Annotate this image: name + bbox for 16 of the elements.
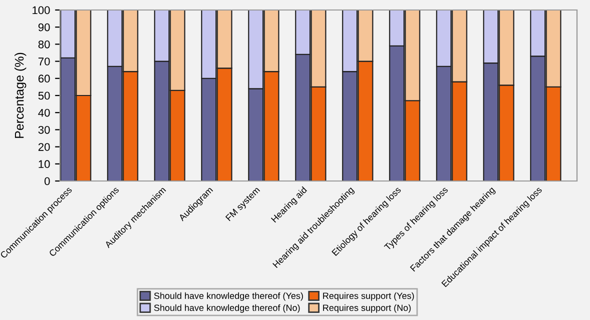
y-tick-label: 30	[38, 126, 50, 134]
legend-label: Requires support (Yes)	[323, 292, 414, 301]
y-tick-label: 40	[38, 108, 50, 117]
y-tick-label: 50	[38, 92, 50, 100]
y-tick-label: 0	[44, 177, 50, 186]
y-tick-label: 60	[38, 74, 50, 83]
y-axis-title: Percentage (%)	[14, 52, 26, 138]
legend-label: Should have knowledge thereof (No)	[154, 304, 300, 313]
y-tick-label: 10	[38, 160, 50, 168]
y-tick-label: 70	[38, 58, 50, 66]
legend-label: Should have knowledge thereof (Yes)	[154, 292, 303, 301]
y-tick-label: 100	[32, 6, 50, 14]
y-tick-label: 80	[38, 40, 50, 48]
legend-label: Requires support (No)	[323, 304, 411, 313]
y-tick-label: 20	[38, 143, 50, 151]
y-tick-label: 90	[38, 23, 50, 32]
